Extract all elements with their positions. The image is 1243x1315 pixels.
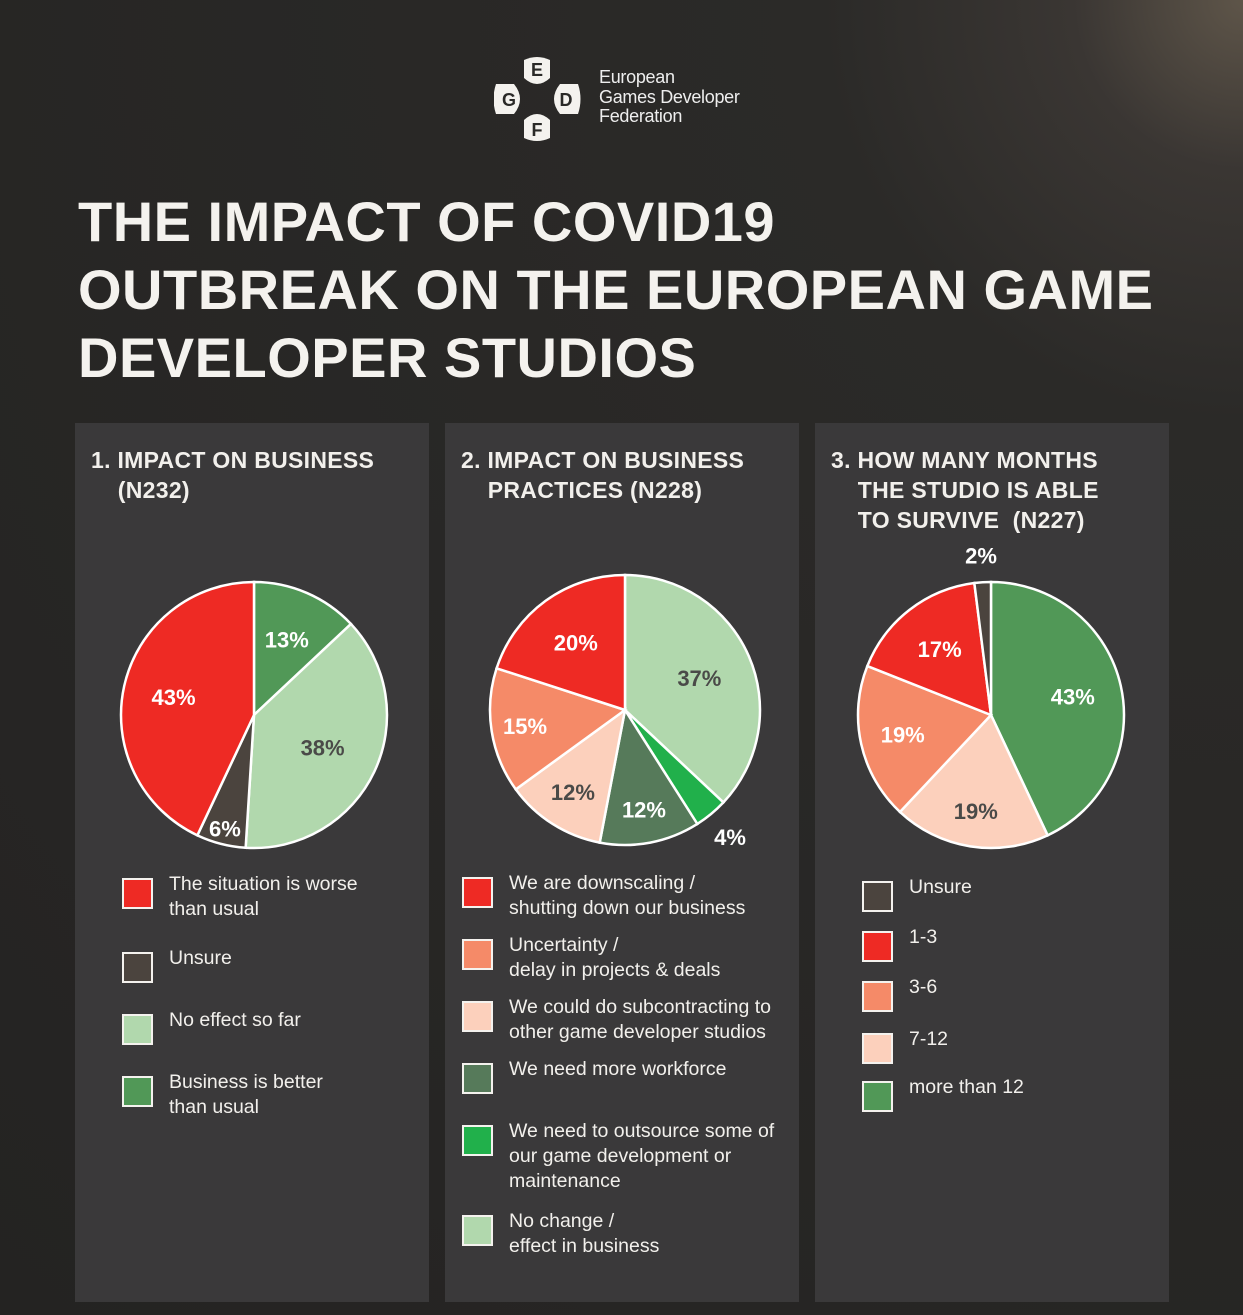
pie-slice bbox=[623, 573, 762, 805]
page-title: THE IMPACT OF COVID19 OUTBREAK ON THE EUR… bbox=[78, 190, 1154, 389]
legend-label: We need to outsource some of our game de… bbox=[509, 1120, 775, 1192]
legend-swatch bbox=[462, 877, 493, 908]
legend-label: more than 12 bbox=[909, 1076, 1024, 1098]
pie-slice bbox=[989, 580, 1126, 838]
data-label: 20% bbox=[554, 630, 598, 655]
legend-item: We need more workforce bbox=[462, 1058, 726, 1094]
legend-item: No effect so far bbox=[122, 1009, 301, 1045]
legend-label: 3-6 bbox=[909, 976, 938, 998]
legend-item: No change / effect in business bbox=[462, 1210, 659, 1259]
legend-label: We could do subcontracting to other game… bbox=[509, 996, 771, 1043]
chart-title: 3. HOW MANY MONTHS THE STUDIO IS ABLE TO… bbox=[831, 447, 1099, 533]
legend-swatch bbox=[122, 878, 153, 909]
legend-item: We need to outsource some of our game de… bbox=[462, 1120, 774, 1194]
legend-swatch bbox=[862, 881, 893, 912]
pie-slice bbox=[898, 712, 1050, 850]
data-label: 43% bbox=[152, 685, 196, 710]
legend-swatch bbox=[122, 952, 153, 983]
legend-item: Unsure bbox=[862, 876, 972, 912]
legend-item: We are downscaling / shutting down our b… bbox=[462, 872, 745, 921]
pie-slice bbox=[598, 706, 700, 847]
egdf-logo: E G D F European Games Developer Federatio… bbox=[493, 56, 784, 142]
legend-swatch bbox=[122, 1014, 153, 1045]
legend-swatch bbox=[462, 939, 493, 970]
data-label: 15% bbox=[503, 714, 547, 739]
data-label: 12% bbox=[551, 780, 595, 805]
legend-label: We need more workforce bbox=[509, 1058, 727, 1080]
svg-text:E: E bbox=[531, 60, 543, 80]
legend-label: We are downscaling / shutting down our b… bbox=[509, 872, 746, 919]
pie-slice bbox=[119, 580, 256, 838]
panel-impact-on-practices: 2. IMPACT ON BUSINESS PRACTICES (N228) 37… bbox=[445, 423, 799, 1302]
pie-chart: 37% 4% 12% 12% 15% 20% bbox=[488, 573, 762, 850]
legend-label: No effect so far bbox=[169, 1009, 301, 1031]
data-label: 38% bbox=[301, 735, 345, 760]
data-label: 13% bbox=[265, 627, 309, 652]
legend-label: 7-12 bbox=[909, 1028, 949, 1050]
legend-label: Unsure bbox=[169, 947, 232, 969]
data-label: 17% bbox=[918, 637, 962, 662]
legend-label: 1-3 bbox=[909, 926, 938, 948]
legend-swatch bbox=[122, 1076, 153, 1107]
pie-slice bbox=[252, 580, 353, 718]
data-label: 6% bbox=[209, 816, 241, 841]
pie-chart: 43% 19% 19% 17% 2% bbox=[856, 544, 1126, 850]
legend-swatch bbox=[862, 981, 893, 1012]
legend-item: Unsure bbox=[122, 947, 232, 983]
legend-item: 3-6 bbox=[862, 976, 937, 1012]
legend-swatch bbox=[862, 931, 893, 962]
pie-slice bbox=[495, 573, 627, 712]
panel-impact-on-business: 1. IMPACT ON BUSINESS (N232) 13% 38% 6% 43% T… bbox=[75, 423, 429, 1302]
pie-slice bbox=[514, 707, 627, 845]
legend-swatch bbox=[462, 1001, 493, 1032]
pie-slice bbox=[865, 581, 993, 717]
data-label: 12% bbox=[622, 797, 666, 822]
chart-title: 2. IMPACT ON BUSINESS PRACTICES (N228) bbox=[461, 447, 745, 503]
legend-item: 1-3 bbox=[862, 926, 937, 962]
legend-item: more than 12 bbox=[862, 1076, 1024, 1112]
panel-months-survive: 3. HOW MANY MONTHS THE STUDIO IS ABLE TO… bbox=[815, 423, 1169, 1302]
chart-title: 1. IMPACT ON BUSINESS (N232) bbox=[91, 447, 375, 503]
svg-text:D: D bbox=[560, 90, 573, 110]
legend-swatch bbox=[462, 1063, 493, 1094]
legend-label: No change / effect in business bbox=[509, 1210, 660, 1257]
logo-text: European Games Developer Federation bbox=[599, 67, 740, 126]
pie-slice bbox=[972, 580, 993, 716]
legend-item: The situation is worse than usual bbox=[122, 873, 358, 922]
legend-item: We could do subcontracting to other game… bbox=[462, 996, 771, 1045]
data-label: 19% bbox=[881, 723, 925, 748]
data-label: 2% bbox=[965, 544, 997, 569]
legend-swatch bbox=[462, 1215, 493, 1246]
data-label: 43% bbox=[1051, 685, 1095, 710]
pie-slice bbox=[488, 666, 628, 792]
legend-item: Uncertainty / delay in projects & deals bbox=[462, 934, 720, 983]
legend-swatch bbox=[862, 1033, 893, 1064]
pie-slice bbox=[244, 622, 389, 850]
legend-item: Business is better than usual bbox=[122, 1071, 323, 1120]
pie-chart: 13% 38% 6% 43% bbox=[119, 580, 389, 850]
legend-item: 7-12 bbox=[862, 1028, 948, 1064]
data-label: 19% bbox=[954, 799, 998, 824]
legend-swatch bbox=[462, 1125, 493, 1156]
legend-label: Uncertainty / delay in projects & deals bbox=[509, 934, 721, 981]
data-label: 4% bbox=[714, 825, 746, 850]
legend-label: The situation is worse than usual bbox=[169, 873, 358, 920]
data-label: 37% bbox=[677, 666, 721, 691]
svg-text:G: G bbox=[502, 90, 516, 110]
gamepad-cross-icon: E G D F bbox=[493, 57, 581, 141]
legend-swatch bbox=[862, 1081, 893, 1112]
legend-label: Unsure bbox=[909, 876, 972, 898]
svg-text:F: F bbox=[532, 120, 543, 140]
legend-label: Business is better than usual bbox=[169, 1071, 323, 1118]
